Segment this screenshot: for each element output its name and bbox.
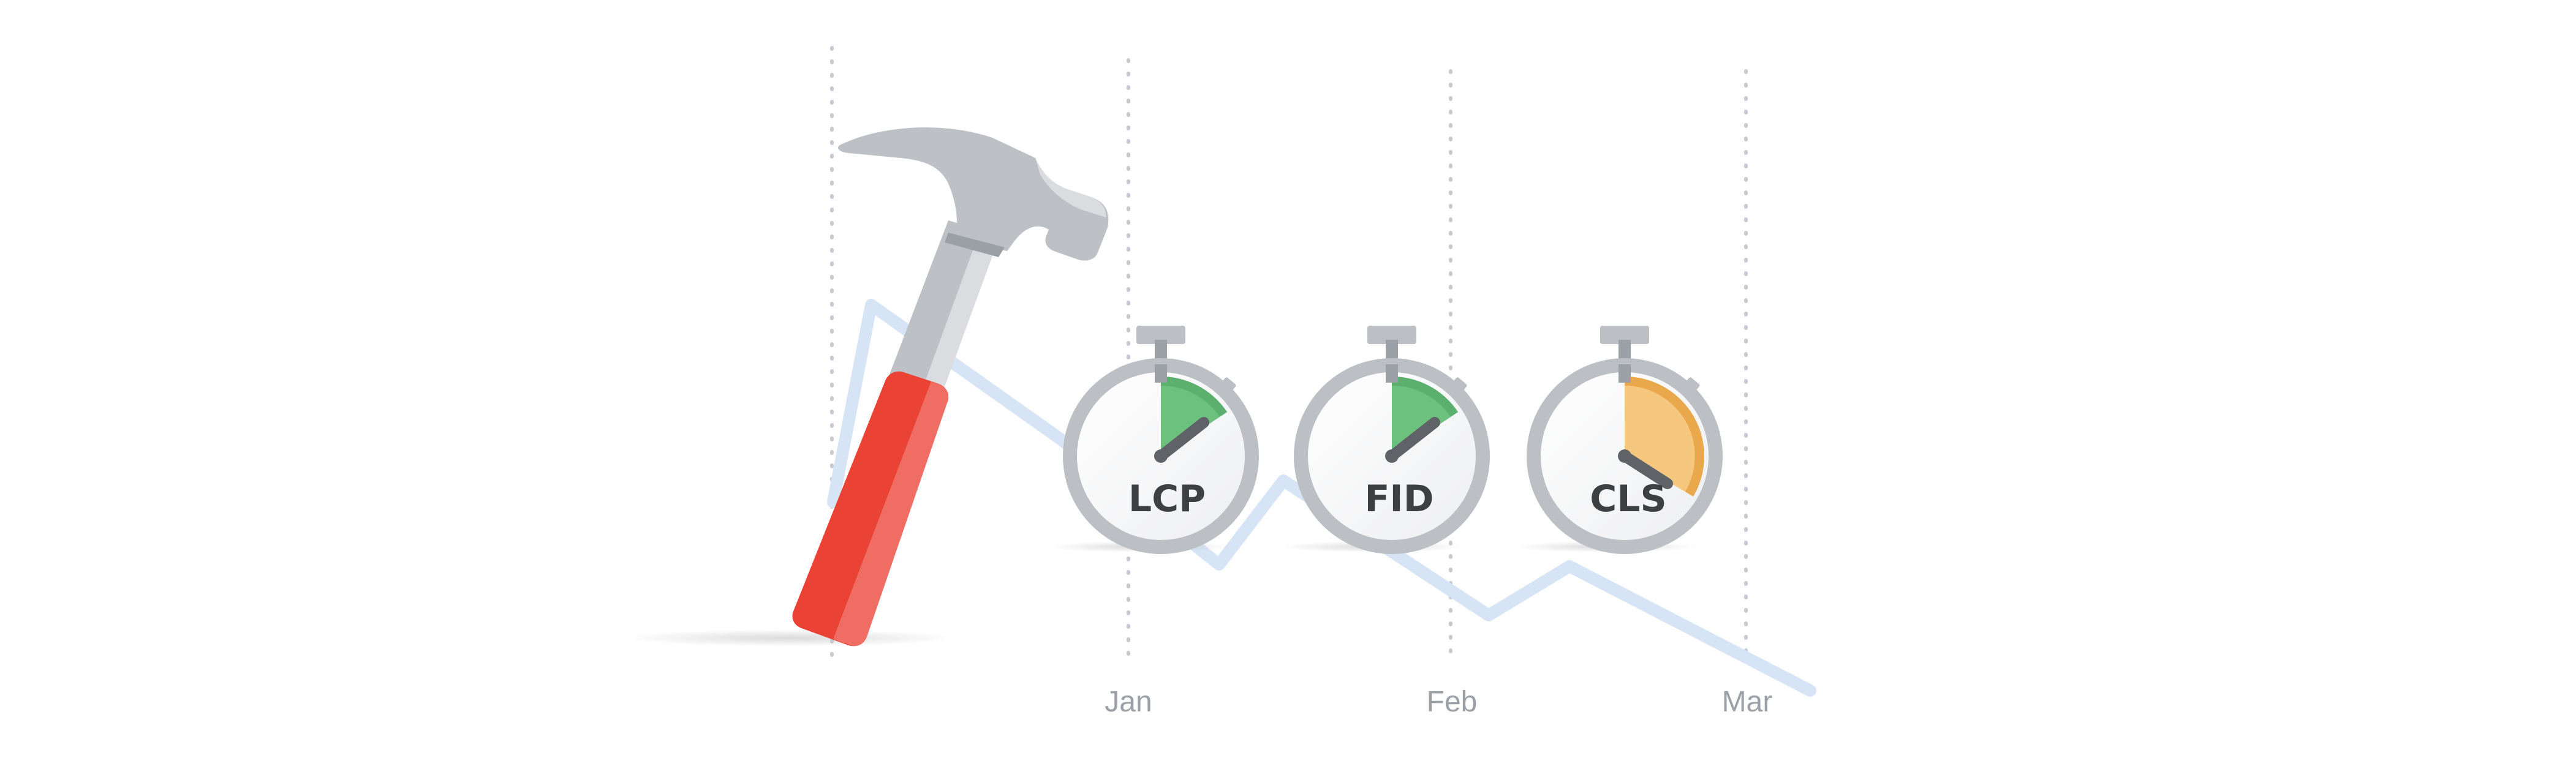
stopwatch-hand [1619, 451, 1673, 489]
hammer-neck [945, 233, 1005, 257]
stopwatch-stem-inner [1155, 364, 1167, 383]
stopwatch-label-cls: CLS [1590, 478, 1666, 520]
month-label-mar: Mar [1722, 686, 1773, 718]
stopwatch-button-top [1136, 326, 1185, 344]
stopwatch-lcp: LCP [1063, 326, 1259, 554]
stopwatch-fid: FID [1294, 326, 1490, 554]
stopwatch-hand [1386, 417, 1440, 462]
stopwatch-cls: CLS [1527, 326, 1723, 554]
stopwatch-stem-inner [1386, 364, 1398, 383]
hammer-handle-shaft-shade [916, 230, 1000, 411]
stopwatch-button-top [1600, 326, 1649, 344]
stopwatch-hand [1155, 417, 1209, 462]
stopwatch-progress-edge [1625, 377, 1704, 497]
stopwatch-side-button [1685, 377, 1700, 391]
hammer-grip-highlight [833, 381, 949, 646]
stopwatch-label-fid: FID [1364, 478, 1433, 520]
hammer-head-highlight [1035, 158, 1106, 217]
hammer-head [837, 127, 1109, 261]
stopwatch-hub [1385, 449, 1399, 463]
stopwatch-progress-edge [1161, 377, 1227, 417]
stopwatch-button-top [1367, 326, 1416, 344]
stopwatch-side-button [1452, 377, 1467, 391]
month-label-jan: Jan [1105, 686, 1152, 718]
hammer-icon [792, 127, 1109, 646]
hammer-shadow [625, 629, 956, 646]
trend-line [827, 299, 1816, 697]
stopwatch-progress-edge [1392, 377, 1458, 417]
stopwatch-label-lcp: LCP [1128, 478, 1206, 520]
stopwatch-hub [1618, 449, 1631, 463]
stopwatch-side-button [1222, 377, 1236, 391]
stopwatch-stem-inner [1618, 364, 1631, 383]
month-label-feb: Feb [1427, 686, 1478, 718]
stopwatch-hub [1154, 449, 1168, 463]
